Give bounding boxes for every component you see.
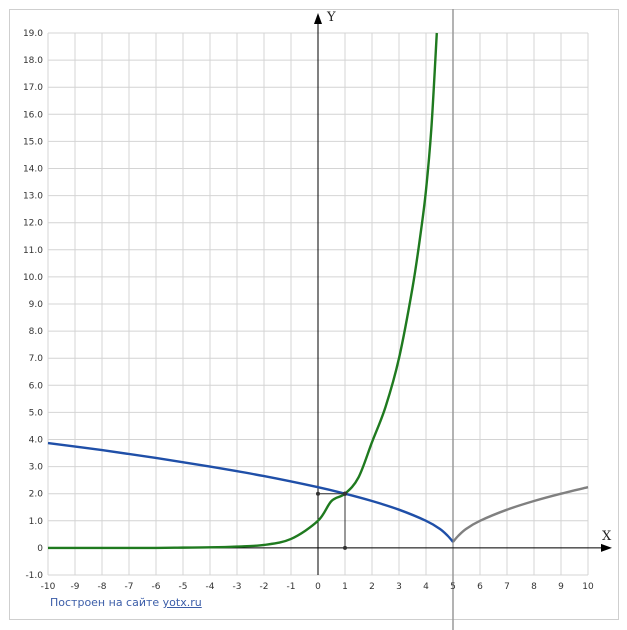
x-tick-label: 7 — [504, 582, 510, 592]
x-tick-label: -9 — [71, 582, 80, 592]
projection-dot-y — [316, 491, 320, 496]
x-tick-label: 3 — [396, 582, 402, 592]
y-tick-label: 9.0 — [29, 300, 44, 310]
x-tick-labels: -10 -9 -8 -7 -6 -5 -4 -3 -2 -1 0 1 2 3 4 5 6 7 8 9 10 — [41, 582, 594, 592]
y-tick-label: 18.0 — [23, 56, 43, 66]
x-axis-arrow — [601, 543, 612, 552]
x-tick-label: 2 — [369, 582, 375, 592]
x-tick-label: 10 — [582, 582, 594, 592]
x-tick-label: -5 — [179, 582, 188, 592]
x-tick-label: -6 — [152, 582, 161, 592]
y-tick-label: 8.0 — [29, 327, 44, 337]
y-tick-label: 3.0 — [29, 463, 44, 473]
x-tick-label: -1 — [287, 582, 296, 592]
series-line-1 — [48, 32, 438, 550]
y-tick-label: 14.0 — [23, 165, 43, 175]
x-tick-label: 9 — [558, 582, 564, 592]
y-tick-label: 5.0 — [29, 408, 44, 418]
x-tick-label: 0 — [315, 582, 321, 592]
x-tick-label: 6 — [477, 582, 483, 592]
y-tick-label: 7.0 — [29, 354, 44, 364]
y-tick-label: 6.0 — [29, 381, 44, 391]
y-tick-label: 12.0 — [23, 219, 43, 229]
y-tick-labels: -1.0 0 1.0 2.0 3.0 4.0 5.0 6.0 7.0 8.0 9.0 10.0 11.0… — [23, 29, 43, 581]
x-tick-label: 5 — [450, 582, 456, 592]
y-tick-label: 0 — [37, 544, 43, 554]
y-tick-label: -1.0 — [25, 571, 43, 581]
credit-line: Построен на сайте yotx.ru — [50, 596, 202, 609]
x-tick-label: -10 — [41, 582, 56, 592]
y-tick-label: 19.0 — [23, 29, 43, 39]
y-tick-label: 1.0 — [29, 517, 44, 527]
x-axis-label: X — [602, 529, 612, 544]
y-tick-label: 16.0 — [23, 110, 43, 120]
x-tick-label: 1 — [342, 582, 348, 592]
x-tick-label: 4 — [423, 582, 429, 592]
y-tick-label: 11.0 — [23, 246, 43, 256]
y-tick-label: 2.0 — [29, 490, 44, 500]
projection-dot-x — [343, 545, 347, 550]
series-line-2 — [47, 441, 454, 543]
y-tick-label: 4.0 — [29, 436, 44, 446]
y-axis-arrow — [314, 13, 322, 24]
x-tick-label: -7 — [125, 582, 134, 592]
y-tick-label: 10.0 — [23, 273, 43, 283]
y-axis-label: Y — [326, 10, 336, 25]
x-tick-label: -8 — [98, 582, 107, 592]
series-line-3 — [452, 486, 589, 543]
y-tick-label: 17.0 — [23, 83, 43, 93]
credit-link[interactable]: yotx.ru — [162, 596, 202, 609]
y-tick-label: 13.0 — [23, 192, 43, 202]
intersection-point — [342, 491, 348, 496]
x-tick-label: -2 — [260, 582, 269, 592]
y-tick-label: 15.0 — [23, 137, 43, 147]
chart-frame — [9, 9, 619, 620]
x-tick-label: 8 — [531, 582, 537, 592]
marked-point — [316, 491, 348, 550]
x-tick-label: -3 — [233, 582, 242, 592]
credit-text: Построен на сайте — [50, 596, 163, 609]
x-tick-label: -4 — [206, 582, 215, 592]
